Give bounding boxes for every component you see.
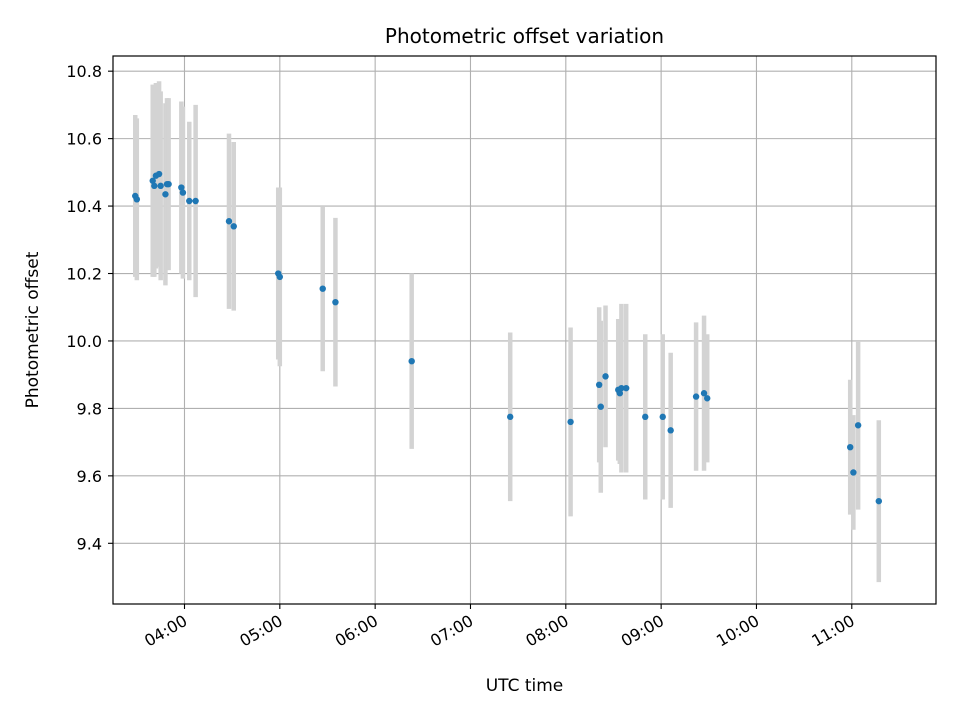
grid-lines (113, 56, 936, 604)
data-point (700, 390, 708, 397)
data-point (692, 393, 700, 400)
y-axis-title: Photometric offset (23, 251, 43, 408)
data-point (319, 285, 326, 292)
y-axis-ticks: 9.4 9.6 9.8 10.0 10.2 10.4 10.6 10.8 (66, 62, 113, 553)
data-point (276, 273, 284, 281)
data-point (642, 413, 649, 421)
data-points (132, 170, 883, 505)
plot-frame (112, 55, 937, 605)
y-tick-label: 9.6 (77, 467, 102, 486)
data-point (186, 197, 193, 205)
data-point (151, 182, 158, 190)
data-point (595, 381, 603, 388)
y-tick-label: 9.8 (77, 399, 102, 418)
data-point (616, 390, 624, 397)
chart-title: Photometric offset variation (385, 24, 664, 48)
data-point (507, 413, 514, 421)
data-point (567, 418, 574, 426)
data-point (230, 223, 237, 230)
data-point (667, 427, 674, 434)
data-point (602, 373, 609, 380)
y-tick-label: 10.8 (66, 62, 102, 81)
data-point (597, 403, 604, 410)
y-tick-label: 10.0 (66, 332, 102, 351)
data-point (178, 184, 185, 191)
data-point (854, 422, 862, 429)
data-point (157, 182, 164, 190)
data-point (155, 170, 163, 178)
data-point (162, 191, 169, 198)
data-point (704, 395, 711, 402)
data-point (332, 298, 339, 306)
data-point (149, 177, 156, 184)
data-point (133, 196, 141, 203)
y-tick-label: 10.6 (66, 130, 102, 149)
data-point (622, 384, 630, 392)
data-point (408, 357, 415, 365)
y-tick-label: 10.2 (66, 265, 102, 284)
data-point (847, 443, 854, 451)
data-point (659, 413, 666, 421)
x-axis-title: UTC time (486, 676, 564, 696)
data-point (850, 469, 857, 476)
data-point (192, 197, 199, 205)
y-tick-label: 9.4 (77, 534, 102, 553)
data-point (179, 189, 187, 196)
y-tick-label: 10.4 (66, 197, 102, 216)
data-point (225, 218, 233, 225)
data-point (618, 384, 625, 392)
data-point (165, 180, 172, 188)
data-point (875, 497, 883, 505)
